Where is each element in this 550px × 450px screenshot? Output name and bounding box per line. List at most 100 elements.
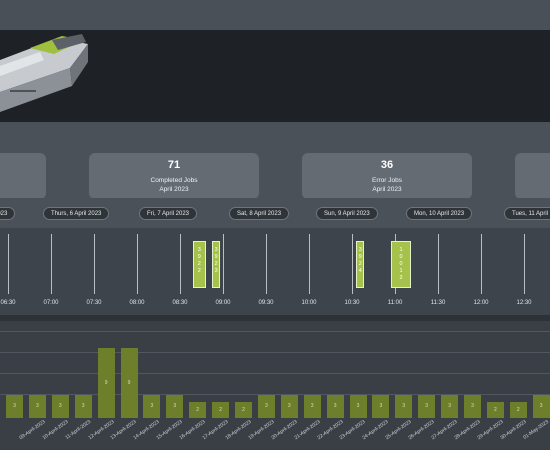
error-jobs-period: April 2023 [372, 186, 402, 193]
timeline-job-block[interactable]: 3 9 2 4 [356, 241, 365, 288]
timeline-tick-label: 11:30 [430, 300, 446, 306]
section-divider [0, 315, 550, 321]
bar-value-label: 3 [310, 403, 314, 410]
chart-bar[interactable]: 3 [51, 394, 69, 418]
top-bar [0, 0, 550, 30]
bar-value-label: 9 [104, 379, 108, 386]
chart-bar[interactable]: 3 [441, 394, 459, 418]
chart-bar[interactable]: 3 [257, 394, 275, 418]
timeline-tick-label: 08:00 [129, 300, 145, 306]
chart-bar[interactable]: 3 [372, 394, 390, 418]
chart-bar[interactable]: 3 [326, 394, 344, 418]
timeline-gridline [481, 234, 482, 294]
date-pill[interactable]: Tues, 11 April [504, 207, 550, 220]
bar-value-label: 3 [13, 403, 16, 410]
timeline-tick-label: 11:00 [387, 300, 403, 306]
timeline-tick-label: 09:00 [215, 300, 231, 306]
chart-gridline [0, 373, 550, 374]
chart-bar[interactable]: 3 [349, 394, 367, 418]
summary-card-error-jobs[interactable]: 36 Error Jobs April 2023 [302, 153, 472, 199]
chart-bar[interactable]: 2 [235, 402, 252, 418]
bar-value-label: 3 [333, 403, 337, 410]
chart-bar[interactable]: 3 [6, 394, 23, 418]
bar-value-label: 3 [287, 403, 291, 410]
chart-bar[interactable]: 3 [532, 394, 550, 418]
completed-jobs-period: April 2023 [159, 186, 189, 193]
summary-card-right-partial [515, 153, 550, 199]
daily-jobs-chart: 3 3 09-April-2023 3 10-April-2023 3 11-April-2… [0, 321, 550, 450]
chart-bar[interactable]: 3 [280, 394, 298, 418]
summary-card-completed-jobs[interactable]: 71 Completed Jobs April 2023 [89, 153, 259, 199]
bar-value-label: 3 [265, 403, 268, 410]
bar-value-label: 2 [196, 407, 200, 414]
date-pill[interactable]: Sun, 9 April 2023 [316, 207, 378, 220]
timeline-job-block[interactable]: 1 0 0 1 2 [390, 241, 412, 288]
chart-bar[interactable]: 9 [120, 347, 138, 418]
error-jobs-label: Error Jobs [372, 177, 402, 184]
timeline-gridline [180, 234, 181, 294]
timeline-tick-label: 09:30 [258, 300, 274, 306]
bar-value-label: 3 [471, 403, 474, 410]
date-pill[interactable]: Thurs, 6 April 2023 [43, 207, 110, 220]
bar-value-label: 2 [219, 407, 222, 414]
timeline-gridline [266, 234, 267, 294]
chart-bar[interactable]: 3 [464, 394, 481, 418]
timeline-gridline [309, 234, 310, 294]
timeline-gridline [8, 234, 9, 294]
chart-bar[interactable]: 3 [166, 394, 184, 418]
date-pill[interactable]: 2023 [0, 207, 16, 220]
job-timeline: 06:30 07:00 07:30 08:00 08:30 09:00 09:30 10:00… [0, 228, 550, 315]
timeline-gridline [94, 234, 95, 294]
timeline-tick-label: 08:30 [172, 300, 188, 306]
date-selector: 2023 Thurs, 6 April 2023 Fri, 7 April 20… [0, 198, 550, 228]
timeline-gridline [438, 234, 439, 294]
completed-jobs-count: 71 [167, 159, 181, 171]
chart-bar[interactable]: 3 [143, 394, 161, 418]
timeline-job-block[interactable]: 3 9 2 3 [211, 241, 221, 288]
chart-bar[interactable]: 3 [418, 394, 436, 418]
bar-value-label: 3 [356, 403, 360, 410]
bar-value-label: 3 [425, 403, 429, 410]
chart-bar[interactable]: 2 [486, 402, 504, 418]
timeline-tick-label: 10:00 [301, 300, 317, 306]
printer-machine-image [0, 34, 88, 112]
chart-bar[interactable]: 2 [212, 402, 230, 418]
chart-bar[interactable]: 2 [189, 402, 207, 418]
date-pill[interactable]: Sat, 8 April 2023 [229, 207, 290, 220]
bar-value-label: 3 [379, 403, 383, 410]
bar-value-label: 2 [494, 407, 497, 414]
chart-bar[interactable]: 9 [97, 347, 115, 418]
bar-value-label: 3 [150, 403, 154, 410]
chart-gridline [0, 352, 550, 353]
timeline-gridline [223, 234, 224, 294]
bar-value-label: 3 [58, 403, 62, 410]
chart-bar[interactable]: 3 [303, 394, 321, 418]
chart-bar[interactable]: 3 [395, 394, 413, 418]
bar-value-label: 3 [81, 403, 85, 410]
timeline-tick-label: 07:00 [43, 300, 59, 306]
bar-value-label: 3 [539, 403, 543, 410]
bar-value-label: 9 [127, 379, 131, 386]
chart-bar[interactable]: 3 [28, 394, 46, 418]
chart-gridline [0, 394, 550, 395]
bar-value-label: 2 [242, 407, 245, 414]
timeline-tick-label: 12:00 [473, 300, 489, 306]
timeline-tick-label: 06:30 [0, 300, 16, 306]
summary-cards: 71 Completed Jobs April 2023 36 Error Jo… [0, 122, 550, 199]
timeline-gridline [51, 234, 52, 294]
timeline-tick-label: 10:30 [344, 300, 360, 306]
bar-value-label: 3 [36, 403, 39, 410]
chart-bar[interactable]: 2 [509, 402, 527, 418]
timeline-gridline [524, 234, 525, 294]
error-jobs-count: 36 [380, 159, 394, 171]
completed-jobs-label: Completed Jobs [150, 177, 198, 184]
timeline-tick-label: 07:30 [86, 300, 102, 306]
date-pill[interactable]: Fri, 7 April 2023 [139, 207, 198, 220]
bar-value-label: 3 [448, 403, 451, 410]
chart-bar[interactable]: 3 [74, 394, 92, 418]
date-pill[interactable]: Mon, 10 April 2023 [406, 207, 473, 220]
bar-value-label: 2 [516, 407, 520, 414]
timeline-tick-label: 12:30 [516, 300, 532, 306]
bar-value-label: 3 [173, 403, 177, 410]
timeline-job-block[interactable]: 3 9 2 2 [192, 241, 206, 288]
